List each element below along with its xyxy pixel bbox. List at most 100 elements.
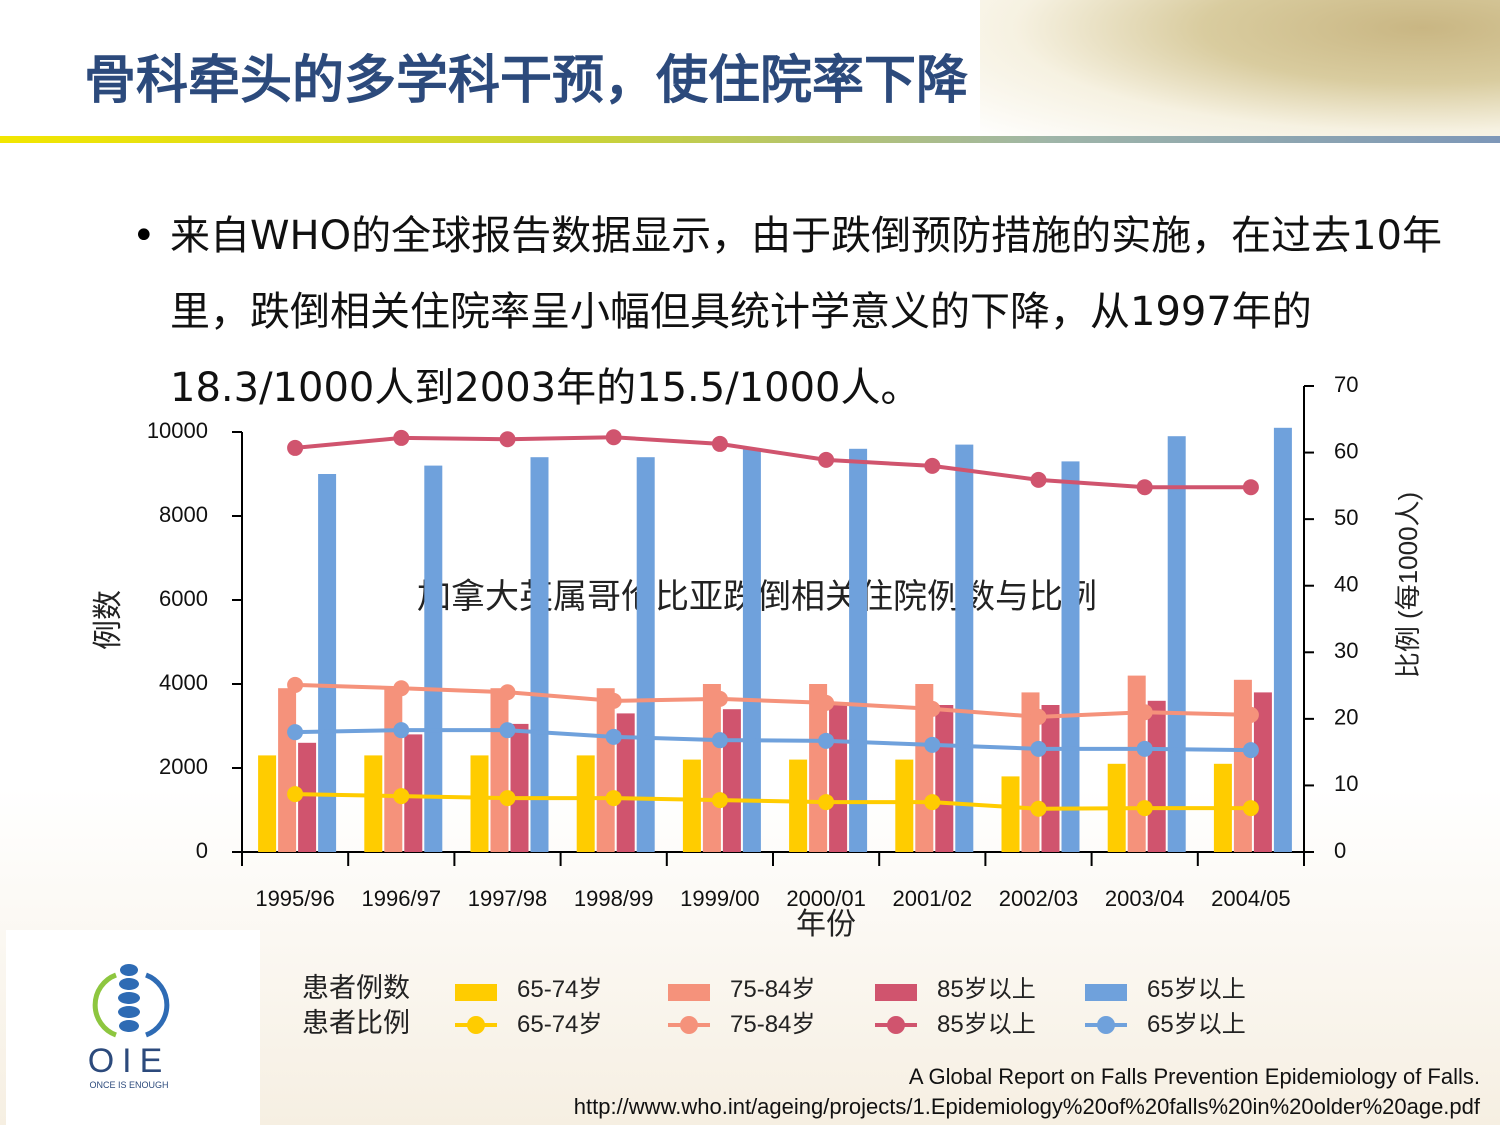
bar bbox=[722, 709, 741, 852]
source-url: http://www.who.int/ageing/projects/1.Epi… bbox=[574, 1094, 1481, 1119]
bar bbox=[530, 457, 549, 852]
line-marker bbox=[393, 680, 410, 697]
line-marker bbox=[499, 684, 516, 701]
line bbox=[294, 435, 1251, 490]
legend-swatch bbox=[1085, 984, 1127, 1001]
bar bbox=[829, 705, 848, 852]
legend-swatch bbox=[668, 984, 710, 1001]
legend-swatch-marker bbox=[1097, 1016, 1115, 1034]
background-image bbox=[980, 0, 1500, 140]
bar bbox=[1041, 705, 1060, 852]
line-marker bbox=[711, 792, 728, 809]
line-marker bbox=[1136, 704, 1153, 721]
y2-tick-label: 30 bbox=[1334, 638, 1358, 663]
line-marker bbox=[1030, 800, 1047, 817]
bar bbox=[298, 742, 317, 852]
line-marker bbox=[1136, 479, 1153, 496]
line-marker bbox=[1242, 742, 1259, 759]
x-tick-label: 1996/97 bbox=[362, 886, 442, 911]
line-marker bbox=[287, 724, 304, 741]
line-marker bbox=[393, 722, 410, 739]
bar bbox=[682, 759, 701, 852]
bar bbox=[809, 684, 828, 852]
bar bbox=[1147, 700, 1166, 852]
legend-swatch-marker bbox=[467, 1016, 485, 1034]
legend-label: 75-84岁 bbox=[730, 976, 815, 1003]
y-tick-label: 4000 bbox=[159, 670, 208, 695]
legend-label: 75-84岁 bbox=[730, 1011, 815, 1038]
bar bbox=[470, 755, 489, 852]
bar bbox=[384, 688, 403, 852]
y2-tick-label: 20 bbox=[1334, 705, 1358, 730]
line-marker bbox=[1136, 740, 1153, 757]
legend-group-label: 患者例数 bbox=[302, 973, 410, 1003]
bullet-text: 来自WHO的全球报告数据显示，由于跌倒预防措施的实施，在过去10年里，跌倒相关住… bbox=[170, 213, 1443, 411]
y-axis-label: 例数 bbox=[92, 590, 125, 650]
y2-tick-label: 40 bbox=[1334, 572, 1358, 597]
line bbox=[295, 682, 1251, 719]
source-line: A Global Report on Falls Prevention Epid… bbox=[909, 1064, 1480, 1089]
bar bbox=[616, 713, 635, 852]
legend-label: 65-74岁 bbox=[517, 976, 602, 1003]
line-marker bbox=[605, 692, 622, 709]
line bbox=[295, 792, 1251, 811]
logo-graphic: OIE ONCE IS ENOUGH bbox=[88, 964, 171, 1090]
legend-swatch-marker bbox=[680, 1016, 698, 1034]
bar bbox=[1127, 675, 1146, 852]
line-marker bbox=[393, 788, 410, 805]
bullet-dot: • bbox=[132, 213, 156, 259]
bar bbox=[742, 448, 761, 852]
legend-label: 65-74岁 bbox=[517, 1011, 602, 1038]
line-marker bbox=[287, 786, 304, 803]
line-marker bbox=[393, 429, 410, 446]
bar bbox=[1233, 679, 1252, 852]
line-marker bbox=[1136, 800, 1153, 817]
line-marker bbox=[818, 451, 835, 468]
bar bbox=[1001, 776, 1020, 852]
y-tick-label: 8000 bbox=[159, 502, 208, 527]
line-marker bbox=[711, 690, 728, 707]
bar bbox=[915, 684, 934, 852]
x-axis-label: 年份 bbox=[796, 908, 856, 941]
bar bbox=[258, 755, 277, 852]
line-marker bbox=[605, 790, 622, 807]
logo: OIE ONCE IS ENOUGH bbox=[6, 930, 260, 1125]
bar bbox=[849, 448, 868, 852]
legend-swatch bbox=[875, 984, 917, 1001]
line-marker bbox=[818, 694, 835, 711]
legend-label: 85岁以上 bbox=[937, 1011, 1036, 1038]
bar bbox=[702, 684, 721, 852]
x-tick-label: 1999/00 bbox=[680, 886, 760, 911]
bar bbox=[364, 755, 383, 852]
y-tick-label: 10000 bbox=[147, 418, 208, 443]
x-tick-label: 2000/01 bbox=[786, 886, 866, 911]
bar bbox=[596, 688, 615, 852]
slide-title: 骨科牵头的多学科干预，使住院率下降 bbox=[84, 51, 969, 111]
y2-axis-label: 比例 (每1000人) bbox=[1393, 492, 1423, 678]
line-marker bbox=[818, 732, 835, 749]
line-marker bbox=[1030, 708, 1047, 725]
bar bbox=[1167, 436, 1186, 852]
title-rule bbox=[0, 136, 1500, 143]
bar bbox=[404, 734, 423, 852]
line-marker bbox=[1030, 740, 1047, 757]
line-marker bbox=[287, 676, 304, 693]
line-marker bbox=[1242, 800, 1259, 817]
line-marker bbox=[711, 435, 728, 452]
bar bbox=[1273, 427, 1292, 852]
line-marker bbox=[499, 722, 516, 739]
y2-tick-label: 50 bbox=[1334, 505, 1358, 530]
x-tick-label: 2004/05 bbox=[1211, 886, 1291, 911]
legend-label: 65岁以上 bbox=[1147, 976, 1246, 1003]
legend-swatch bbox=[455, 984, 497, 1001]
bar bbox=[510, 723, 529, 852]
line-marker bbox=[605, 429, 622, 446]
logo-text: OIE bbox=[88, 1042, 171, 1080]
bar bbox=[789, 759, 808, 852]
line-marker bbox=[499, 790, 516, 807]
y-tick-label: 0 bbox=[196, 838, 208, 863]
y2-tick-label: 60 bbox=[1334, 438, 1358, 463]
legend-label: 85岁以上 bbox=[937, 976, 1036, 1003]
bar bbox=[636, 457, 655, 852]
